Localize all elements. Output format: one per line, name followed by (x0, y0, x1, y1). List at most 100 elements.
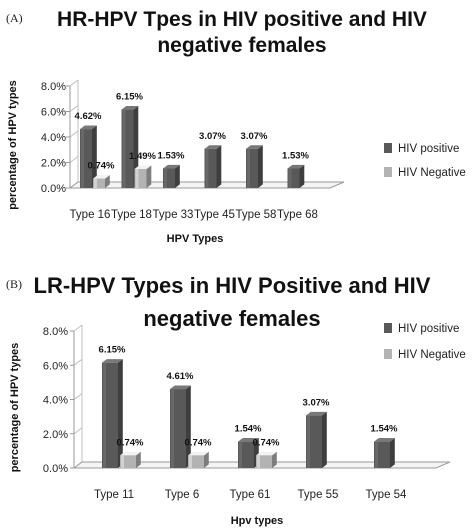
x-axis-label: HPV Types (167, 233, 224, 245)
bar-hiv-positive (170, 385, 191, 468)
wall-grid-depth (69, 156, 79, 163)
bar-side-face (272, 451, 277, 468)
bar-side-face (390, 438, 395, 468)
bar-highlight (189, 455, 192, 468)
y-tick-label: 4.0% (41, 132, 66, 144)
bar-hiv-positive (374, 438, 395, 468)
legend-label: HIV Negative (398, 167, 466, 179)
data-label: 3.07% (199, 131, 226, 142)
data-label: 0.74% (185, 437, 212, 448)
bar-highlight (122, 109, 126, 188)
data-label: 1.54% (371, 424, 398, 435)
bar-top-face (374, 438, 395, 442)
data-label: 0.74% (117, 437, 144, 448)
bar-side-face (92, 125, 97, 188)
bar-highlight (288, 168, 292, 188)
chart-title-line: negative females (143, 306, 320, 331)
y-tick-label: 2.0% (43, 429, 68, 441)
x-tick-label: Type 33 (153, 209, 194, 221)
y-tick-label: 4.0% (43, 395, 68, 407)
bar-side-face (136, 451, 141, 468)
y-tick-label: 6.0% (41, 107, 66, 119)
bar-top-face (238, 438, 259, 442)
legend-swatch (384, 349, 392, 359)
x-tick-label: Type 18 (111, 209, 152, 221)
data-label: 1.49% (129, 151, 156, 162)
legend-label: HIV Negative (398, 349, 466, 361)
legend-swatch (384, 323, 392, 333)
bar-hiv-positive (121, 105, 139, 188)
bar-highlight (103, 362, 106, 468)
bar-highlight (257, 455, 260, 468)
chart-title-line: LR-HPV Types in HIV Positive and HIV (34, 273, 431, 298)
bar-top-face (93, 174, 110, 179)
x-tick-label: Type 55 (298, 489, 339, 501)
bar-highlight (171, 389, 174, 468)
y-axis-label: percentage of HPV types (7, 80, 19, 210)
bar-top-face (163, 164, 180, 169)
wall-grid-depth (73, 324, 83, 332)
bar-highlight (94, 178, 97, 188)
x-tick-label: Type 54 (366, 489, 408, 501)
wall-grid-depth (73, 427, 83, 435)
bar-highlight (205, 148, 209, 188)
chart-title-line: negative females (157, 34, 326, 57)
bar-top-face (306, 411, 327, 416)
bar-top-face (188, 451, 209, 456)
x-tick-label: Type 58 (236, 209, 277, 221)
panel-label: (B) (6, 277, 22, 291)
data-label: 1.53% (158, 150, 185, 161)
legend-swatch (384, 143, 392, 153)
wall-grid-depth (69, 105, 79, 112)
y-tick-label: 2.0% (41, 158, 66, 170)
chart-title-line: HR-HPV Tpes in HIV positive and HIV (57, 8, 427, 31)
legend-label: HIV positive (398, 143, 459, 155)
bar-top-face (246, 145, 263, 149)
bar-top-face (170, 385, 191, 390)
bar-highlight (164, 168, 167, 188)
x-tick-label: Type 16 (70, 209, 111, 221)
bar-side-face (146, 165, 152, 188)
bar-hiv-positive (102, 359, 123, 468)
bar-top-face (256, 451, 277, 456)
bar-top-face (120, 451, 141, 456)
bar-top-face (121, 105, 139, 110)
data-label: 3.07% (303, 397, 330, 408)
data-label: 6.15% (116, 92, 143, 103)
y-tick-label: 8.0% (43, 326, 68, 338)
bar-side-face (258, 145, 263, 188)
x-axis-label: Hpv types (231, 515, 284, 527)
y-tick-label: 0.0% (43, 463, 68, 475)
bar-side-face (118, 359, 123, 468)
bar-highlight (121, 455, 124, 468)
bar-front-face (93, 178, 105, 188)
bar-hiv-negative (93, 174, 110, 188)
x-tick-label: Type 11 (94, 489, 134, 501)
data-label: 4.61% (167, 371, 194, 382)
data-label: 6.15% (99, 345, 126, 356)
x-tick-label: Type 45 (194, 209, 235, 221)
bar-top-face (204, 145, 222, 149)
legend-label: HIV positive (398, 323, 459, 335)
data-label: 0.74% (253, 437, 280, 448)
bar-top-face (134, 165, 152, 170)
bar-side-face (105, 174, 110, 188)
data-label: 4.62% (75, 111, 102, 122)
bar-highlight (307, 415, 310, 468)
bar-side-face (186, 385, 191, 468)
wall-grid-depth (69, 79, 79, 87)
bar-hiv-positive (80, 125, 97, 188)
legend-swatch (384, 167, 392, 177)
bar-side-face (216, 145, 222, 188)
x-tick-label: Type 6 (165, 489, 200, 501)
bar-hiv-positive (163, 164, 180, 188)
y-tick-label: 0.0% (41, 183, 66, 195)
bar-hiv-positive (204, 145, 222, 188)
y-tick-label: 8.0% (41, 81, 66, 93)
bar-side-face (299, 164, 305, 188)
bar-hiv-positive (246, 145, 263, 188)
data-label: 1.53% (282, 150, 309, 161)
bar-highlight (135, 169, 139, 188)
data-label: 0.74% (88, 161, 115, 172)
